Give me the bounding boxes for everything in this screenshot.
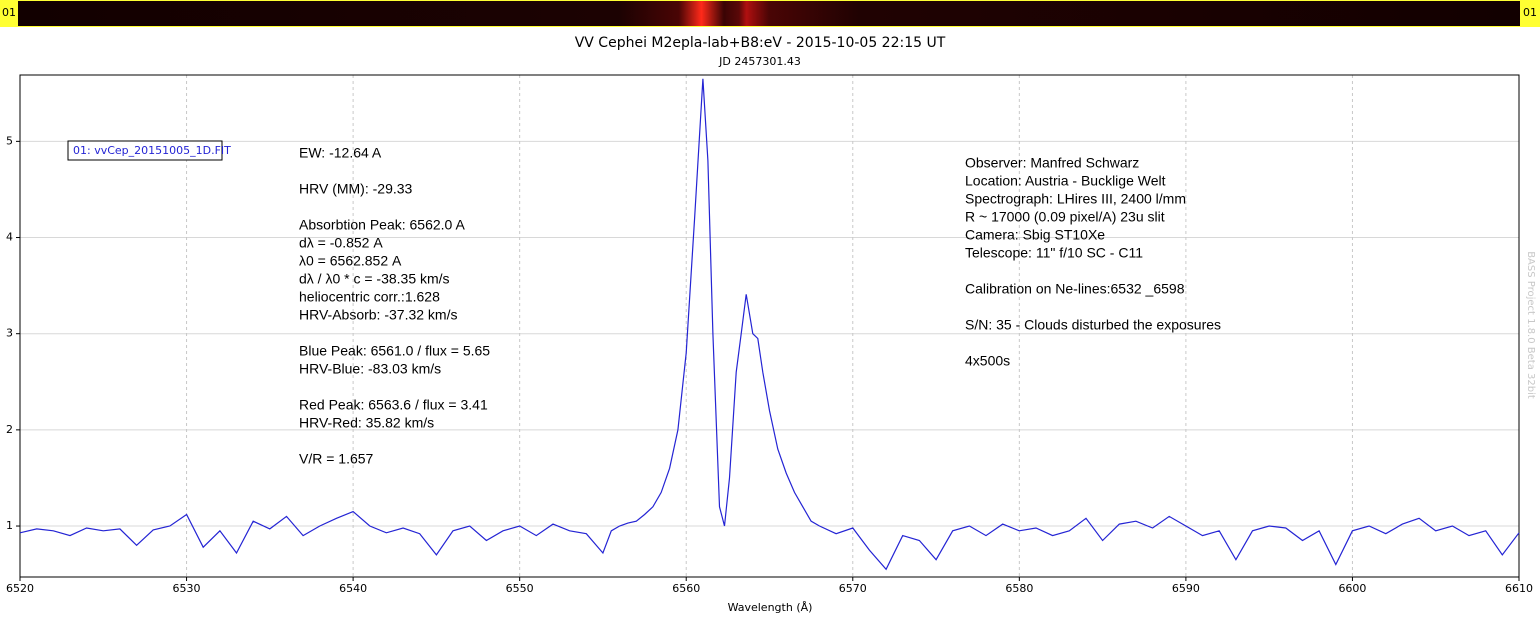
- x-tick-label: 6580: [1005, 582, 1033, 595]
- x-tick-label: 6590: [1172, 582, 1200, 595]
- annotation: Spectrograph: LHires III, 2400 l/mm: [965, 191, 1186, 207]
- annotation: S/N: 35 - Clouds disturbed the exposures: [965, 317, 1221, 333]
- legend-entry: 01: vvCep_20151005_1D.FIT: [73, 144, 231, 157]
- annotation: HRV-Absorb: -37.32 km/s: [299, 307, 457, 323]
- x-tick-label: 6540: [339, 582, 367, 595]
- spectrum-line: [19, 78, 1520, 571]
- plot-border: [19, 74, 1520, 578]
- x-tick-label: 6560: [672, 582, 700, 595]
- y-tick-label: 4: [6, 231, 13, 244]
- annotation: 4x500s: [965, 353, 1010, 369]
- annotation: Observer: Manfred Schwarz: [965, 155, 1139, 171]
- annotation: HRV-Blue: -83.03 km/s: [299, 361, 441, 377]
- annotation: HRV (MM): -29.33: [299, 181, 413, 197]
- annotation: Blue Peak: 6561.0 / flux = 5.65: [299, 343, 490, 359]
- annotation: Camera: Sbig ST10Xe: [965, 227, 1105, 243]
- x-tick-label: 6610: [1505, 582, 1533, 595]
- y-tick-label: 5: [6, 134, 13, 147]
- chart-title: VV Cephei M2epla-lab+B8:eV - 2015-10-05 …: [575, 35, 946, 51]
- legend-box: [67, 140, 223, 161]
- strip-label: 01: [2, 6, 16, 19]
- chart-subtitle: JD 2457301.43: [718, 55, 801, 68]
- annotation: Location: Austria - Bucklige Welt: [965, 173, 1166, 189]
- x-tick-label: 6570: [839, 582, 867, 595]
- x-tick-label: 6520: [6, 582, 34, 595]
- annotation: Calibration on Ne-lines:6532 _6598: [965, 281, 1185, 297]
- spectrum-strip: [18, 1, 1520, 26]
- watermark: BASS Project 1.8.0 Beta 32bit: [1525, 251, 1536, 399]
- annotation: dλ = -0.852 A: [299, 235, 383, 251]
- annotation: EW: -12.64 A: [299, 145, 382, 161]
- x-axis-label: Wavelength (Å): [728, 601, 813, 614]
- x-tick-label: 6550: [506, 582, 534, 595]
- annotation: Absorbtion Peak: 6562.0 A: [299, 217, 465, 233]
- annotation: V/R = 1.657: [299, 451, 374, 467]
- y-tick-label: 3: [6, 327, 13, 340]
- annotation: λ0 = 6562.852 A: [299, 253, 402, 269]
- plot-area: [20, 75, 1519, 577]
- annotation: HRV-Red: 35.82 km/s: [299, 415, 434, 431]
- annotation: R ~ 17000 (0.09 pixel/A) 23u slit: [965, 209, 1165, 225]
- strip-label: 01: [1523, 6, 1537, 19]
- annotation: Red Peak: 6563.6 / flux = 3.41: [299, 397, 488, 413]
- y-tick-label: 1: [6, 519, 13, 532]
- annotation: heliocentric corr.:1.628: [299, 289, 440, 305]
- x-tick-label: 6530: [173, 582, 201, 595]
- y-tick-label: 2: [6, 423, 13, 436]
- annotation: dλ / λ0 * c = -38.35 km/s: [299, 271, 450, 287]
- x-tick-label: 6600: [1338, 582, 1366, 595]
- annotation: Telescope: 11" f/10 SC - C11: [965, 245, 1143, 261]
